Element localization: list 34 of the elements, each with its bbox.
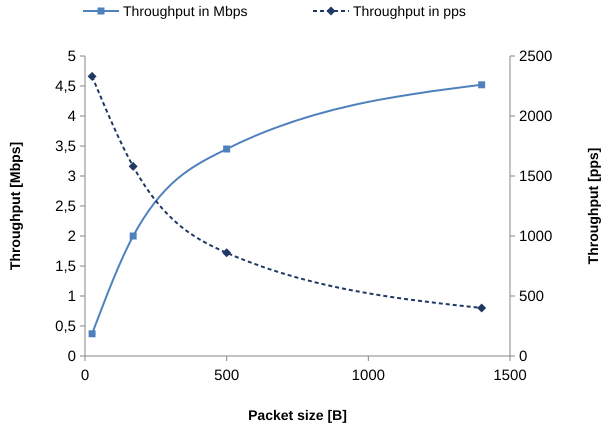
x-tick-label: 1000 [352, 367, 386, 384]
y2-tick-label: 1000 [519, 228, 552, 245]
y2-axis-title: Throughput [pps] [585, 148, 601, 264]
y2-tick-label: 0 [519, 348, 528, 365]
point [477, 304, 486, 312]
x-tick-label: 0 [80, 367, 90, 384]
point [478, 81, 486, 88]
y-tick-label: 1 [68, 288, 76, 305]
x-tick-label: 1500 [493, 367, 527, 384]
legend-label: Throughput in pps [353, 3, 466, 19]
legend-label: Throughput in Mbps [123, 3, 248, 19]
y2-tick-label: 500 [519, 288, 544, 305]
point [222, 248, 232, 258]
point [128, 162, 138, 171]
y2-tick-label: 2000 [519, 108, 552, 125]
y-tick-label: 4,5 [55, 78, 76, 95]
point [88, 330, 96, 338]
y-tick-label: 0,5 [55, 318, 76, 335]
y-axis-title: Throughput [Mbps] [7, 142, 23, 270]
x-tick-label: 500 [214, 367, 240, 384]
y-tick-label: 4 [68, 108, 76, 125]
x-axis-title: Packet size [B] [248, 407, 347, 423]
y-tick-label: 3,5 [55, 138, 76, 155]
point [88, 72, 97, 81]
y2-tick-label: 2500 [519, 48, 552, 65]
point [223, 146, 230, 152]
point [130, 232, 137, 240]
y2-tick-label: 1500 [519, 168, 552, 185]
y-tick-label: 5 [68, 48, 76, 65]
y-tick-label: 0 [68, 348, 76, 365]
y-tick-label: 1,5 [55, 258, 76, 275]
y-tick-label: 3 [68, 168, 76, 185]
y-tick-label: 2,5 [55, 198, 76, 215]
y-tick-label: 2 [68, 228, 76, 245]
